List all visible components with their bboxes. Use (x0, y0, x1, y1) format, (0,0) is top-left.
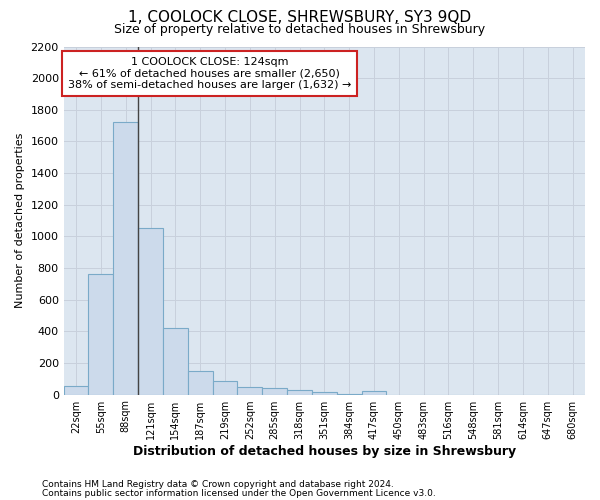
Bar (312, 392, 337, 394)
Text: Size of property relative to detached houses in Shrewsbury: Size of property relative to detached ho… (115, 22, 485, 36)
Bar (88, 274, 113, 394)
Text: 1 COOLOCK CLOSE: 124sqm
← 61% of detached houses are smaller (2,650)
38% of semi: 1 COOLOCK CLOSE: 124sqm ← 61% of detache… (68, 57, 352, 90)
Text: Contains public sector information licensed under the Open Government Licence v3: Contains public sector information licen… (42, 488, 436, 498)
Bar (238, 386, 262, 394)
Y-axis label: Number of detached properties: Number of detached properties (15, 133, 25, 308)
X-axis label: Distribution of detached houses by size in Shrewsbury: Distribution of detached houses by size … (133, 444, 516, 458)
Text: Contains HM Land Registry data © Crown copyright and database right 2024.: Contains HM Land Registry data © Crown c… (42, 480, 394, 489)
Bar (287, 390, 312, 394)
Bar (362, 391, 386, 394)
Bar (113, 122, 138, 394)
Bar (138, 228, 163, 394)
Bar (212, 381, 238, 394)
Bar (262, 388, 287, 394)
Bar (64, 386, 88, 394)
Bar (188, 371, 212, 394)
Text: 1, COOLOCK CLOSE, SHREWSBURY, SY3 9QD: 1, COOLOCK CLOSE, SHREWSBURY, SY3 9QD (128, 10, 472, 25)
Bar (163, 328, 188, 394)
